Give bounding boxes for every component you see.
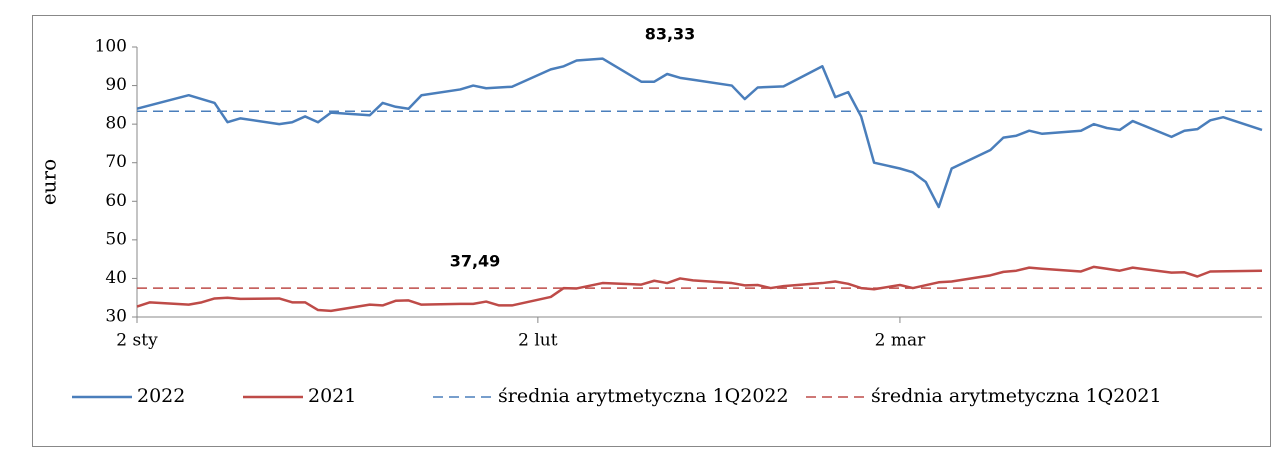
y-tick-label: 80 — [105, 114, 127, 134]
y-tick-label: 60 — [105, 191, 127, 211]
chart-frame — [32, 15, 1271, 447]
y-axis-label: euro — [37, 159, 61, 205]
y-tick-label: 30 — [105, 307, 127, 327]
y-tick-label: 50 — [105, 229, 127, 249]
legend-label: 2022 — [137, 385, 185, 407]
y-tick-label: 70 — [105, 152, 127, 172]
reference-value-label: 37,49 — [450, 252, 501, 271]
y-tick-label: 100 — [95, 37, 127, 57]
data-line — [136, 265, 1263, 313]
x-tick-label: 2 mar — [875, 331, 926, 351]
legend-label: 2021 — [308, 385, 356, 407]
y-tick-label: 40 — [105, 268, 127, 288]
data-line — [136, 57, 1263, 209]
y-tick-label: 90 — [105, 75, 127, 95]
reference-value-label: 83,33 — [645, 25, 696, 44]
legend-label: średnia arytmetyczna 1Q2022 — [498, 385, 789, 407]
x-tick-label: 2 lut — [518, 331, 558, 351]
x-tick-label: 2 sty — [116, 331, 158, 351]
legend-label: średnia arytmetyczna 1Q2021 — [871, 385, 1162, 407]
